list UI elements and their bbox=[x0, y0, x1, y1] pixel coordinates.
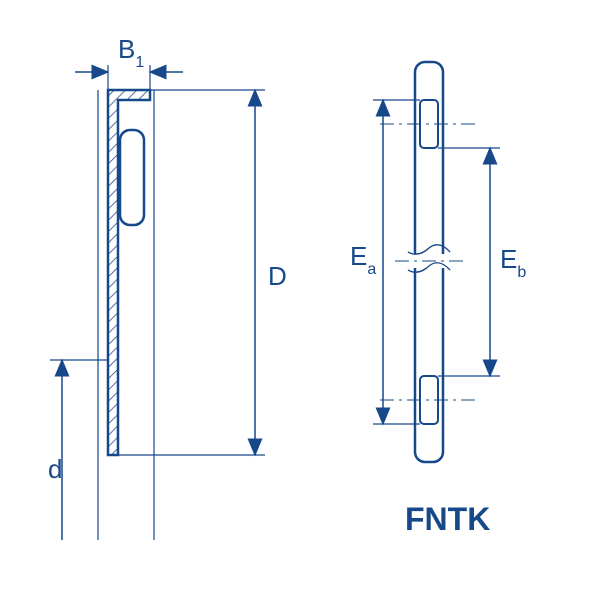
dim-B1: B1 bbox=[75, 34, 183, 90]
dim-d: d bbox=[48, 360, 108, 540]
right-cage-view: Ea Eb FNTK bbox=[350, 62, 526, 537]
model-name: FNTK bbox=[405, 501, 490, 537]
label-Ea: Ea bbox=[350, 241, 376, 278]
roller-upper bbox=[120, 130, 144, 225]
label-D: D bbox=[268, 261, 287, 291]
left-cross-section-view: B1 D d bbox=[48, 34, 287, 540]
label-d: d bbox=[48, 454, 62, 484]
label-Eb: Eb bbox=[500, 244, 526, 281]
label-B1: B1 bbox=[118, 34, 144, 71]
